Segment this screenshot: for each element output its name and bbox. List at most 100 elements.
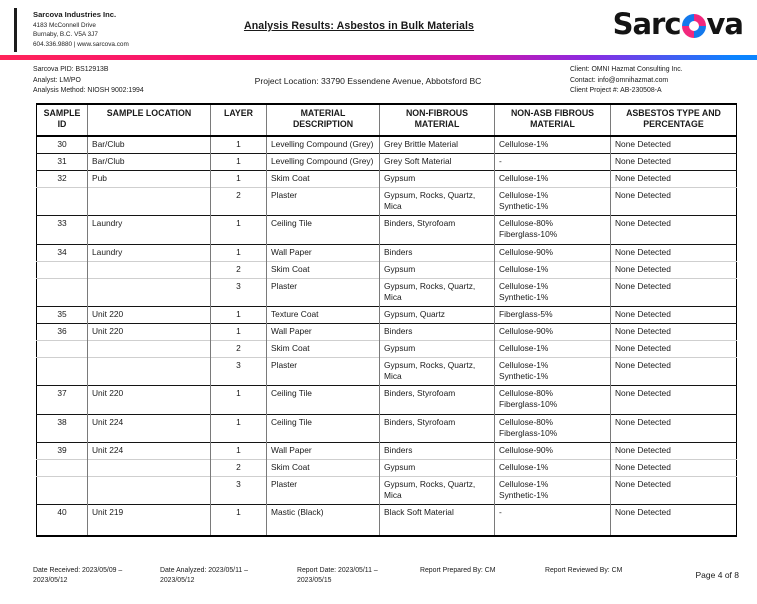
cell-asbestos-type: None Detected [610, 135, 737, 154]
cell-sample-location [87, 340, 211, 358]
cell-sample-location: Unit 220 [87, 385, 211, 415]
cell-layer: 1 [210, 215, 267, 244]
sarcova-pid: Sarcova PID: BS12913B [33, 66, 109, 73]
cell-material-description: Plaster [266, 475, 380, 505]
client-project-number: Client Project #: AB-230508-A [570, 87, 662, 95]
cell-material-description: Plaster [266, 187, 380, 216]
analysis-method: Analysis Method: NIOSH 9002:1994 [33, 87, 144, 95]
header-gradient-bar [0, 55, 757, 60]
cell-material-description: Wall Paper [266, 441, 380, 460]
table-row: 2 Plaster Gypsum, Rocks, Quartz, Mica Cellu… [36, 187, 737, 216]
cell-material-description: Wall Paper [266, 243, 380, 262]
cell-non-asb-fibrous-material: Cellulose-80% Fiberglass-10% [494, 385, 611, 415]
cell-sample-id: 32 [36, 170, 88, 188]
cell-material-description: Ceiling Tile [266, 385, 380, 415]
cell-sample-id: 38 [36, 413, 88, 443]
cell-sample-id [36, 260, 88, 279]
cell-non-fibrous-material: Grey Brittle Material [379, 135, 495, 154]
table-row: 2 Skim Coat Gypsum Cellulose-1% None Detecte… [36, 340, 737, 358]
cell-non-asb-fibrous-material: Cellulose-90% [494, 243, 611, 262]
cell-material-description: Skim Coat [266, 458, 380, 477]
cell-layer: 1 [210, 170, 267, 188]
cell-layer: 1 [210, 305, 267, 324]
cell-non-asb-fibrous-material: - [494, 152, 611, 171]
cell-sample-id: 34 [36, 243, 88, 262]
table-row: 33 Laundry 1 Ceiling Tile Binders, Styrofoam… [36, 215, 737, 244]
cell-layer: 1 [210, 441, 267, 460]
cell-asbestos-type: None Detected [610, 277, 737, 307]
cell-non-fibrous-material: Gypsum [379, 340, 495, 358]
cell-sample-location: Laundry [87, 243, 211, 262]
cell-non-fibrous-material: Gypsum [379, 458, 495, 477]
cell-asbestos-type: None Detected [610, 170, 737, 188]
cell-sample-id: 35 [36, 305, 88, 324]
cell-sample-location: Unit 224 [87, 441, 211, 460]
cell-non-fibrous-material: Gypsum, Rocks, Quartz, Mica [379, 357, 495, 386]
cell-non-asb-fibrous-material: Cellulose-1% [494, 260, 611, 279]
cell-non-fibrous-material: Binders [379, 243, 495, 262]
table-row: 39 Unit 224 1 Wall Paper Binders Cellulose-90… [36, 441, 737, 460]
cell-non-fibrous-material: Binders [379, 441, 495, 460]
client-name: Client: OMNI Hazmat Consulting Inc. [570, 66, 683, 73]
cell-non-asb-fibrous-material: Cellulose-1% Synthetic-1% [494, 187, 611, 216]
project-location: Project Location: 33790 Essendene Avenue… [254, 76, 482, 86]
cell-non-asb-fibrous-material: Cellulose-1% [494, 340, 611, 358]
cell-sample-id [36, 187, 88, 216]
cell-asbestos-type: None Detected [610, 413, 737, 443]
table-row: 32 Pub 1 Skim Coat Gypsum Cellulose-1% None De… [36, 170, 737, 188]
client-contact: Contact: info@omnihazmat.com [570, 76, 669, 84]
cell-non-asb-fibrous-material: Cellulose-90% [494, 441, 611, 460]
cell-non-fibrous-material: Binders, Styrofoam [379, 385, 495, 415]
report-date: Report Date: 2023/05/11 – 2023/05/15 [297, 567, 378, 585]
cell-sample-location: Unit 220 [87, 305, 211, 324]
table-row: 37 Unit 220 1 Ceiling Tile Binders, Styrofoa… [36, 385, 737, 415]
cell-non-asb-fibrous-material: Cellulose-1% Synthetic-1% [494, 475, 611, 505]
table-row: 31 Bar/Club 1 Levelling Compound (Grey) Grey… [36, 152, 737, 171]
cell-sample-id: 31 [36, 152, 88, 171]
cell-asbestos-type: None Detected [610, 475, 737, 505]
cell-layer: 2 [210, 260, 267, 279]
cell-non-fibrous-material: Gypsum, Quartz [379, 305, 495, 324]
cell-asbestos-type: None Detected [610, 385, 737, 415]
sarcova-logo: Sarc va [613, 7, 744, 41]
header-accent-tick [14, 8, 17, 52]
analyst: Analyst: LM/PO [33, 76, 81, 84]
cell-material-description: Texture Coat [266, 305, 380, 324]
cell-non-fibrous-material: Black Soft Material [379, 504, 495, 537]
cell-asbestos-type: None Detected [610, 243, 737, 262]
cell-sample-id [36, 357, 88, 386]
cell-layer: 1 [210, 385, 267, 415]
cell-sample-location: Pub [87, 170, 211, 188]
date-received: Date Received: 2023/05/09 – 2023/05/12 [33, 567, 123, 585]
logo-o-icon [681, 13, 706, 38]
cell-sample-location [87, 260, 211, 279]
cell-asbestos-type: None Detected [610, 504, 737, 537]
cell-asbestos-type: None Detected [610, 458, 737, 477]
cell-sample-location [87, 187, 211, 216]
cell-sample-id [36, 340, 88, 358]
cell-asbestos-type: None Detected [610, 322, 737, 341]
cell-sample-id: 37 [36, 385, 88, 415]
cell-sample-id [36, 458, 88, 477]
company-block: Sarcova Industries Inc. 4183 McConnell D… [33, 10, 129, 49]
cell-non-fibrous-material: Grey Soft Material [379, 152, 495, 171]
cell-non-asb-fibrous-material: - [494, 504, 611, 537]
cell-sample-id: 30 [36, 135, 88, 154]
cell-layer: 3 [210, 357, 267, 386]
cell-non-asb-fibrous-material: Cellulose-1% Synthetic-1% [494, 277, 611, 307]
column-header: NON-ASB FIBROUS MATERIAL [494, 104, 611, 137]
cell-sample-id [36, 277, 88, 307]
table-header: SAMPLE ID SAMPLE LOCATION LAYER MATERIAL DE… [36, 104, 737, 137]
table-row: 3 Plaster Gypsum, Rocks, Quartz, Mica Cellu… [36, 475, 737, 505]
cell-material-description: Skim Coat [266, 170, 380, 188]
cell-layer: 1 [210, 504, 267, 537]
lab-info-block: Sarcova PID: BS12913B Analyst: LM/PO Ana… [33, 65, 144, 97]
cell-layer: 1 [210, 243, 267, 262]
cell-asbestos-type: None Detected [610, 357, 737, 386]
cell-non-fibrous-material: Gypsum [379, 260, 495, 279]
cell-material-description: Levelling Compound (Grey) [266, 152, 380, 171]
table-row: 3 Plaster Gypsum, Rocks, Quartz, Mica Cellu… [36, 277, 737, 307]
cell-asbestos-type: None Detected [610, 187, 737, 216]
column-header: MATERIAL DESCRIPTION [266, 104, 380, 137]
